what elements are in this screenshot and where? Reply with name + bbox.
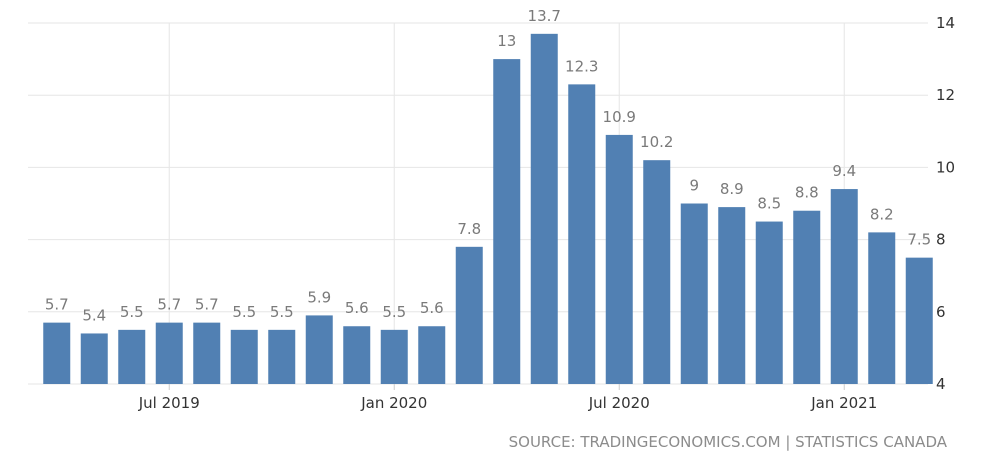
- bar: [343, 326, 371, 384]
- bar: [905, 257, 933, 384]
- data-label: 7.8: [457, 220, 481, 238]
- x-tick-label: Jul 2020: [588, 394, 650, 412]
- data-label: 5.9: [307, 288, 331, 306]
- data-label: 5.6: [345, 299, 369, 317]
- data-label: 5.5: [382, 303, 406, 321]
- data-label: 5.5: [232, 303, 256, 321]
- bar: [868, 232, 896, 384]
- x-axis: Jul 2019 Jan 2020 Jul 2020 Jan 2021: [138, 384, 877, 412]
- data-label: 5.4: [82, 306, 106, 324]
- data-label: 5.5: [270, 303, 294, 321]
- data-label: 5.7: [45, 296, 69, 314]
- data-label: 5.5: [120, 303, 144, 321]
- bar: [568, 84, 596, 385]
- x-tick-label: Jul 2019: [138, 394, 200, 412]
- data-label: 8.5: [757, 195, 781, 213]
- bar: [793, 210, 821, 384]
- bar: [43, 322, 71, 384]
- data-label: 8.9: [720, 180, 744, 198]
- bar: [155, 322, 183, 384]
- bar: [718, 207, 746, 384]
- data-label: 5.6: [420, 299, 444, 317]
- bar: [230, 329, 258, 384]
- data-labels: 5.7 5.4 5.5 5.7 5.7 5.5 5.5 5.9 5.6 5.5 5.6 7.8 13 13…: [45, 7, 931, 325]
- bar: [193, 322, 221, 384]
- y-tick-label: 8: [936, 231, 946, 249]
- data-label: 10.2: [640, 133, 673, 151]
- data-label: 9: [689, 177, 699, 195]
- bars: [43, 33, 933, 385]
- bar: [380, 329, 408, 384]
- y-axis: 4 6 8 10 12 14: [936, 14, 955, 393]
- bar: [605, 134, 633, 384]
- data-label: 12.3: [565, 57, 598, 75]
- y-tick-label: 4: [936, 375, 946, 393]
- data-label: 13: [497, 32, 516, 50]
- bar: [680, 203, 708, 384]
- data-label: 13.7: [528, 7, 561, 25]
- data-label: 5.7: [195, 296, 219, 314]
- bar: [643, 160, 671, 384]
- bar: [305, 315, 333, 384]
- y-tick-label: 6: [936, 303, 946, 321]
- data-label: 7.5: [907, 231, 931, 249]
- y-tick-label: 10: [936, 158, 955, 176]
- bar: [80, 333, 108, 384]
- bar: [493, 59, 521, 384]
- data-label: 8.2: [870, 205, 894, 223]
- source-note: SOURCE: TRADINGECONOMICS.COM | STATISTIC…: [509, 433, 948, 451]
- bar: [418, 326, 446, 384]
- bar: [455, 246, 483, 384]
- data-label: 8.8: [795, 184, 819, 202]
- bar: [530, 33, 558, 385]
- data-label: 5.7: [157, 296, 181, 314]
- data-label: 10.9: [603, 108, 636, 126]
- y-tick-label: 12: [936, 86, 955, 104]
- x-tick-label: Jan 2020: [360, 394, 427, 412]
- bar: [755, 221, 783, 384]
- bar: [830, 189, 858, 384]
- y-tick-label: 14: [936, 14, 955, 32]
- bar: [118, 329, 146, 384]
- x-tick-label: Jan 2021: [810, 394, 877, 412]
- data-label: 9.4: [832, 162, 856, 180]
- bar: [268, 329, 296, 384]
